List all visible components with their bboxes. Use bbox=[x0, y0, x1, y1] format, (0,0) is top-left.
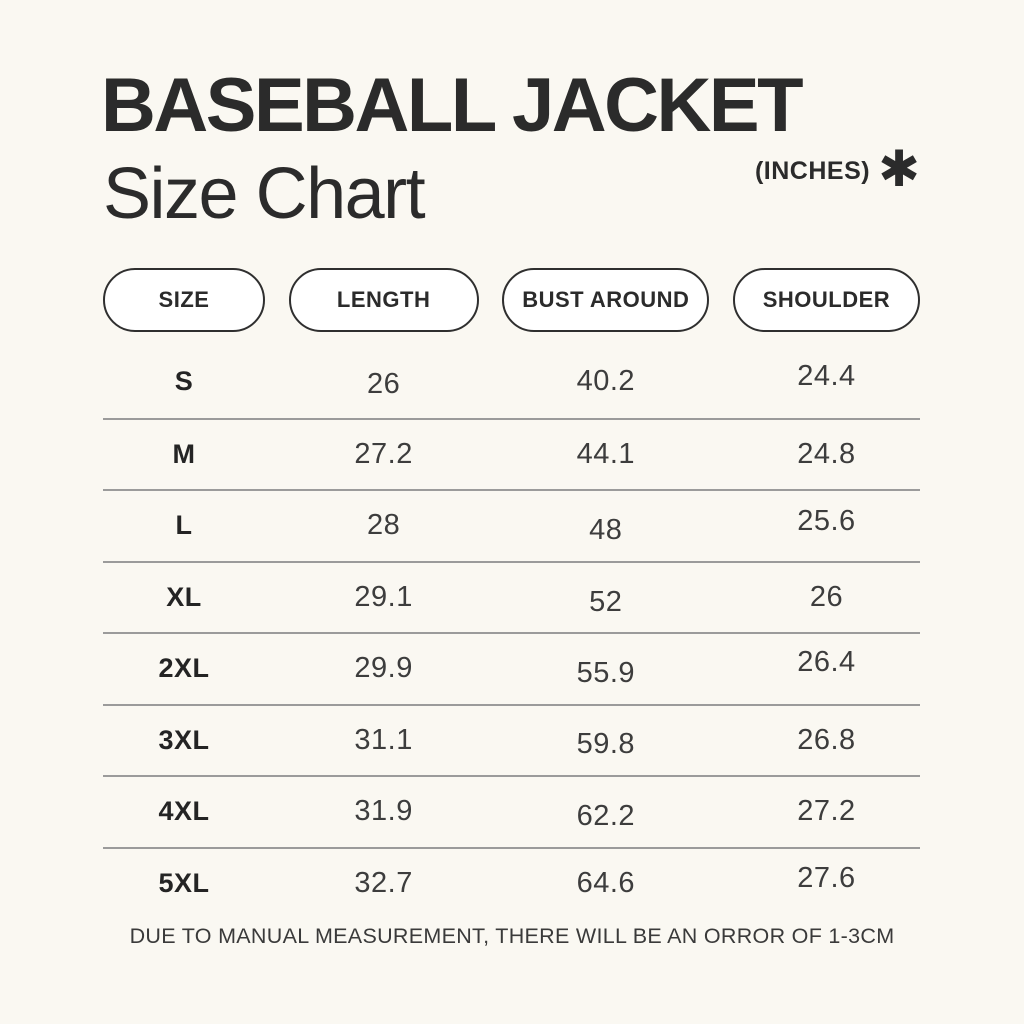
bust-around-cell: 64.6 bbox=[576, 866, 636, 899]
table-row: 4XL 31.9 62.2 27.2 bbox=[103, 775, 920, 847]
size-cell: 5XL bbox=[158, 867, 210, 898]
column-header-shoulder: SHOULDER bbox=[732, 268, 920, 332]
shoulder-cell: 24.4 bbox=[797, 360, 856, 393]
page-title: BASEBALL JACKET bbox=[101, 63, 804, 148]
table-row: M 27.2 44.1 24.8 bbox=[103, 417, 920, 490]
shoulder-cell: 25.6 bbox=[797, 505, 856, 538]
measurement-disclaimer: DUE TO MANUAL MEASUREMENT, THERE WILL BE… bbox=[129, 924, 895, 948]
shoulder-cell: 26.8 bbox=[797, 723, 856, 756]
page-subtitle: Size Chart bbox=[103, 154, 426, 234]
asterisk-icon: ✱ bbox=[878, 140, 920, 198]
bust-around-cell: 48 bbox=[589, 514, 623, 547]
length-cell: 27.2 bbox=[354, 437, 413, 470]
table-row: 5XL 32.7 64.6 27.6 bbox=[103, 846, 920, 919]
column-header-bust-around: BUST AROUND bbox=[502, 268, 710, 332]
shoulder-cell: 26 bbox=[809, 580, 844, 613]
column-header-size: SIZE bbox=[103, 268, 265, 332]
shoulder-cell: 26.4 bbox=[797, 646, 856, 679]
bust-around-cell: 52 bbox=[589, 585, 623, 618]
size-cell: 4XL bbox=[158, 796, 210, 827]
table-row: L 28 48 25.6 bbox=[103, 489, 920, 561]
size-cell: L bbox=[175, 510, 193, 541]
table-row: XL 29.1 52 26 bbox=[103, 560, 920, 633]
shoulder-cell: 27.6 bbox=[797, 861, 856, 894]
length-cell: 32.7 bbox=[354, 866, 413, 899]
column-header-length: LENGTH bbox=[288, 268, 479, 332]
shoulder-cell: 24.8 bbox=[797, 437, 856, 470]
length-cell: 29.9 bbox=[354, 652, 413, 685]
length-cell: 29.1 bbox=[354, 580, 413, 613]
size-table: S 26 40.2 24.4 M 27.2 44.1 24.8 L 28 48 … bbox=[103, 346, 920, 918]
table-row: 2XL 29.9 55.9 26.4 bbox=[103, 632, 920, 704]
shoulder-cell: 27.2 bbox=[797, 795, 856, 828]
bust-around-cell: 44.1 bbox=[576, 437, 636, 470]
column-header-row: SIZE LENGTH BUST AROUND SHOULDER bbox=[103, 268, 920, 332]
length-cell: 28 bbox=[367, 509, 401, 542]
size-cell: M bbox=[172, 438, 196, 469]
unit-note: (INCHES) ✱ bbox=[754, 140, 920, 198]
bust-around-cell: 40.2 bbox=[576, 365, 636, 398]
length-cell: 26 bbox=[367, 368, 401, 401]
table-row: 3XL 31.1 59.8 26.8 bbox=[103, 703, 920, 776]
size-cell: 3XL bbox=[158, 724, 210, 755]
bust-around-cell: 59.8 bbox=[576, 727, 636, 760]
size-cell: XL bbox=[166, 581, 202, 612]
table-row: S 26 40.2 24.4 bbox=[103, 346, 920, 418]
bust-around-cell: 55.9 bbox=[576, 657, 636, 690]
unit-label: (INCHES) bbox=[754, 156, 871, 185]
size-cell: 2XL bbox=[158, 653, 210, 684]
length-cell: 31.9 bbox=[354, 795, 413, 828]
bust-around-cell: 62.2 bbox=[576, 800, 636, 833]
size-cell: S bbox=[174, 366, 194, 397]
length-cell: 31.1 bbox=[354, 723, 413, 756]
